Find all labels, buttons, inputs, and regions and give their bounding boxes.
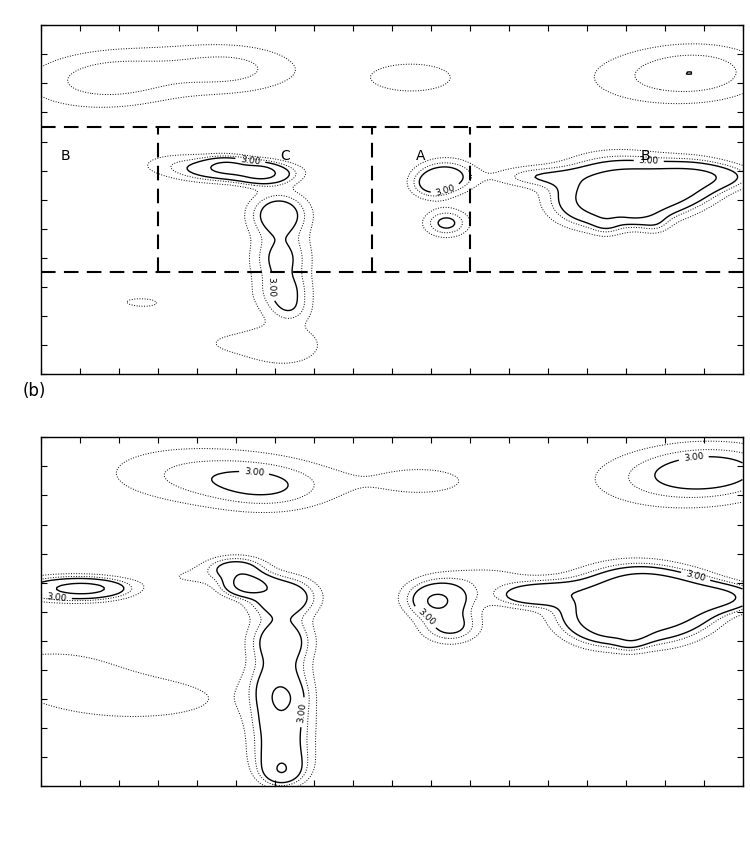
Text: 3.00: 3.00 [416, 606, 436, 627]
Text: B: B [61, 149, 70, 163]
Text: 3.00: 3.00 [297, 701, 308, 722]
Text: 3.00: 3.00 [266, 277, 276, 297]
Text: 3.00: 3.00 [46, 592, 68, 603]
Text: B: B [640, 149, 650, 163]
Text: C: C [280, 149, 290, 163]
Text: 3.00: 3.00 [683, 452, 704, 463]
Text: 3.00: 3.00 [685, 569, 706, 584]
Text: (b): (b) [22, 382, 46, 400]
Text: 3.00: 3.00 [435, 183, 457, 198]
Text: 3.00: 3.00 [638, 156, 659, 166]
Text: 3.00: 3.00 [240, 155, 261, 167]
Text: A: A [416, 149, 426, 163]
Text: 3.00: 3.00 [244, 467, 265, 478]
